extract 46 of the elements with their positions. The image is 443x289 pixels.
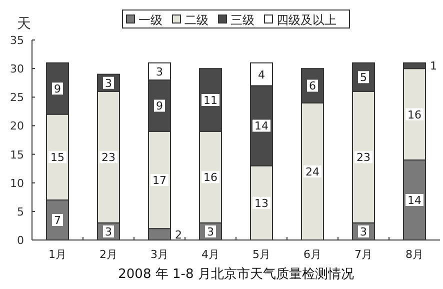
data-label: 9 <box>156 100 163 113</box>
data-label: 2 <box>175 228 182 242</box>
data-label: 9 <box>54 82 61 96</box>
y-tick-label: 20 <box>10 120 24 133</box>
data-label: 6 <box>309 80 316 93</box>
data-label: 3 <box>105 76 112 90</box>
x-tick-label: 7月 <box>354 248 372 261</box>
data-label: 11 <box>204 94 218 107</box>
x-tick-label: 3月 <box>150 248 168 261</box>
legend-label: 三级 <box>230 13 254 27</box>
data-label: 14 <box>254 120 268 133</box>
y-axis-title: 天 <box>17 16 31 32</box>
y-tick-label: 5 <box>17 205 24 218</box>
y-tick-label: 0 <box>17 234 24 247</box>
data-label: 24 <box>306 165 320 178</box>
data-label: 16 <box>408 108 422 122</box>
x-tick-label: 2月 <box>100 248 118 261</box>
y-tick-label: 25 <box>10 91 24 104</box>
y-tick-label: 10 <box>10 176 24 190</box>
data-label: 23 <box>102 151 116 164</box>
x-tick-label: 4月 <box>202 248 220 261</box>
data-label: 5 <box>360 71 367 84</box>
data-label: 3 <box>360 225 367 238</box>
legend-label: 二级 <box>184 13 208 27</box>
y-tick-label: 30 <box>10 62 24 76</box>
data-label: 13 <box>254 196 268 210</box>
data-label: 3 <box>207 225 214 238</box>
legend-label: 四级及以上 <box>276 13 336 27</box>
data-label: 1 <box>430 60 437 73</box>
data-label: 3 <box>105 225 112 238</box>
data-label: 14 <box>408 194 422 207</box>
data-label: 3 <box>156 65 163 78</box>
data-label: 16 <box>204 171 218 184</box>
data-label: 4 <box>258 68 265 82</box>
text: 2008 年 1-8 月北京市天气质量检测情况 <box>118 267 354 282</box>
y-tick-label: 35 <box>10 34 24 47</box>
data-label: 7 <box>54 214 61 227</box>
x-tick-label: 1月 <box>48 248 66 261</box>
data-label: 17 <box>152 174 166 187</box>
legend-label: 一级 <box>138 13 162 27</box>
data-label: 23 <box>356 151 370 164</box>
data-label: 15 <box>50 151 64 164</box>
y-tick-label: 15 <box>10 148 24 162</box>
x-tick-label: 6月 <box>304 248 322 261</box>
x-tick-label: 8月 <box>406 248 424 261</box>
x-tick-label: 5月 <box>252 248 270 261</box>
